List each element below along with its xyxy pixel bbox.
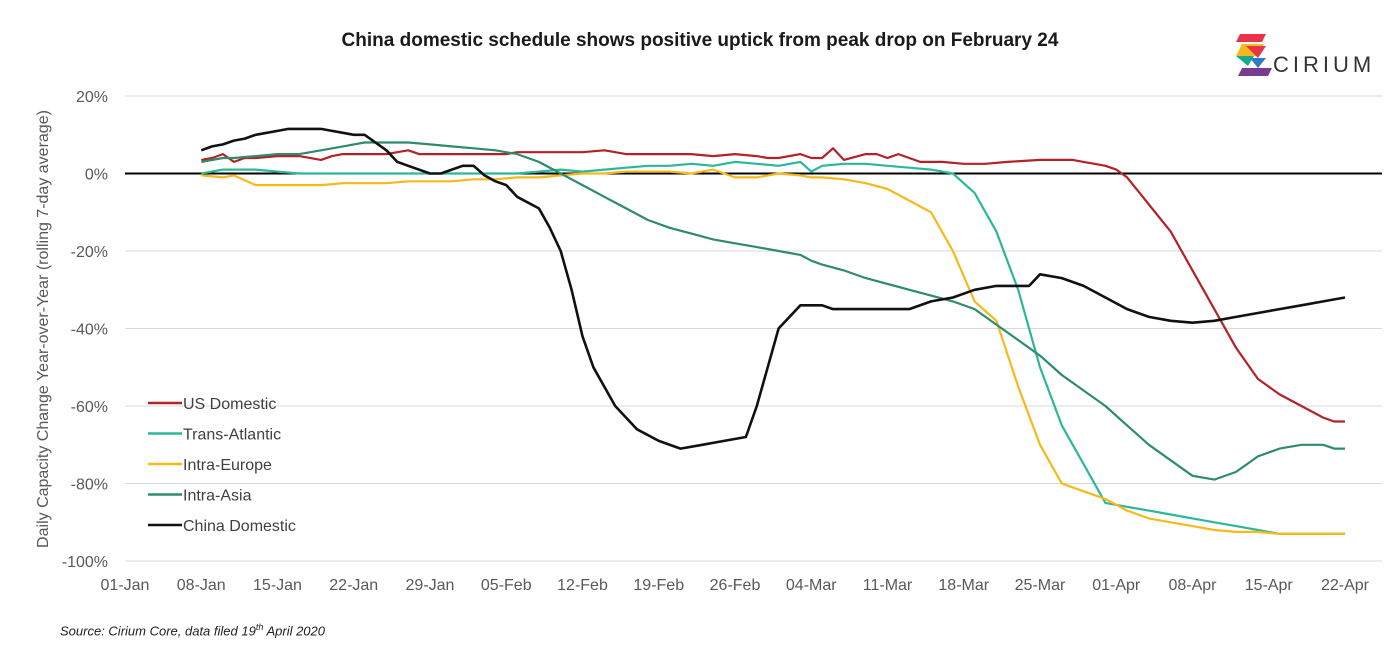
y-axis-ticks: 20% 0% -20% -40% -60% -80% -100% bbox=[62, 89, 108, 571]
series-line-china-domestic bbox=[200, 127, 1346, 450]
series-line-trans-atlantic bbox=[201, 160, 1345, 536]
series-line-intra-asia bbox=[201, 141, 1345, 481]
legend-label: Intra-Europe bbox=[183, 457, 272, 474]
x-tick-label: 15-Jan bbox=[253, 577, 302, 594]
y-tick-label: -100% bbox=[62, 554, 108, 571]
x-tick-label: 08-Apr bbox=[1168, 577, 1217, 594]
x-tick-label: 15-Apr bbox=[1245, 577, 1294, 594]
x-tick-label: 05-Feb bbox=[481, 577, 532, 594]
source-note: Source: Cirium Core, data filed 19th Apr… bbox=[60, 622, 325, 638]
x-tick-label: 12-Feb bbox=[557, 577, 608, 594]
legend-label: US Domestic bbox=[183, 396, 276, 413]
legend-label: Trans-Atlantic bbox=[183, 427, 281, 444]
series-line-intra-europe bbox=[201, 168, 1345, 536]
chart-title: China domestic schedule shows positive u… bbox=[341, 30, 1059, 51]
x-tick-label: 22-Jan bbox=[329, 577, 378, 594]
y-tick-label: -60% bbox=[71, 399, 108, 416]
source-text: Source: Cirium Core, data filed 19 bbox=[60, 623, 256, 639]
x-tick-label: 01-Jan bbox=[101, 577, 150, 594]
cirium-logo bbox=[1236, 32, 1386, 78]
legend-item: Trans-Atlantic bbox=[148, 427, 281, 444]
x-tick-label: 18-Mar bbox=[938, 577, 989, 594]
logo-wordmark: CIRIUM bbox=[1273, 52, 1376, 77]
x-tick-label: 08-Jan bbox=[177, 577, 226, 594]
x-tick-label: 11-Mar bbox=[863, 577, 913, 594]
x-tick-label: 01-Apr bbox=[1092, 577, 1141, 594]
legend-item: Intra-Europe bbox=[148, 457, 272, 474]
x-tick-label: 22-Apr bbox=[1321, 577, 1370, 594]
legend-label: Intra-Asia bbox=[183, 488, 252, 505]
series-lines bbox=[200, 127, 1346, 536]
y-tick-label: -80% bbox=[71, 477, 108, 494]
x-tick-label: 19-Feb bbox=[633, 577, 684, 594]
source-tail: April 2020 bbox=[263, 623, 325, 639]
x-axis-ticks: 01-Jan 08-Jan 15-Jan 22-Jan 29-Jan 05-Feb 12-F… bbox=[101, 577, 1370, 594]
gridlines bbox=[125, 95, 1382, 562]
x-tick-label: 04-Mar bbox=[786, 577, 837, 594]
y-tick-label: -40% bbox=[71, 322, 108, 339]
y-tick-label: 0% bbox=[85, 167, 108, 184]
cirium-logo-mark-icon bbox=[1236, 34, 1272, 76]
y-axis-label: Daily Capacity Change Year-over-Year (ro… bbox=[35, 110, 52, 548]
legend-item: China Domestic bbox=[148, 518, 296, 535]
legend: US Domestic Trans-Atlantic Intra-Europe Int… bbox=[148, 396, 296, 535]
legend-label: China Domestic bbox=[183, 518, 296, 535]
y-tick-label: 20% bbox=[76, 89, 108, 106]
legend-item: Intra-Asia bbox=[148, 488, 252, 505]
x-tick-label: 25-Mar bbox=[1015, 577, 1066, 594]
y-tick-label: -20% bbox=[71, 244, 108, 261]
legend-item: US Domestic bbox=[148, 396, 276, 413]
source-sup: th bbox=[255, 622, 264, 632]
series-line-us-domestic bbox=[201, 147, 1345, 423]
x-tick-label: 26-Feb bbox=[710, 577, 761, 594]
x-tick-label: 29-Jan bbox=[406, 577, 455, 594]
